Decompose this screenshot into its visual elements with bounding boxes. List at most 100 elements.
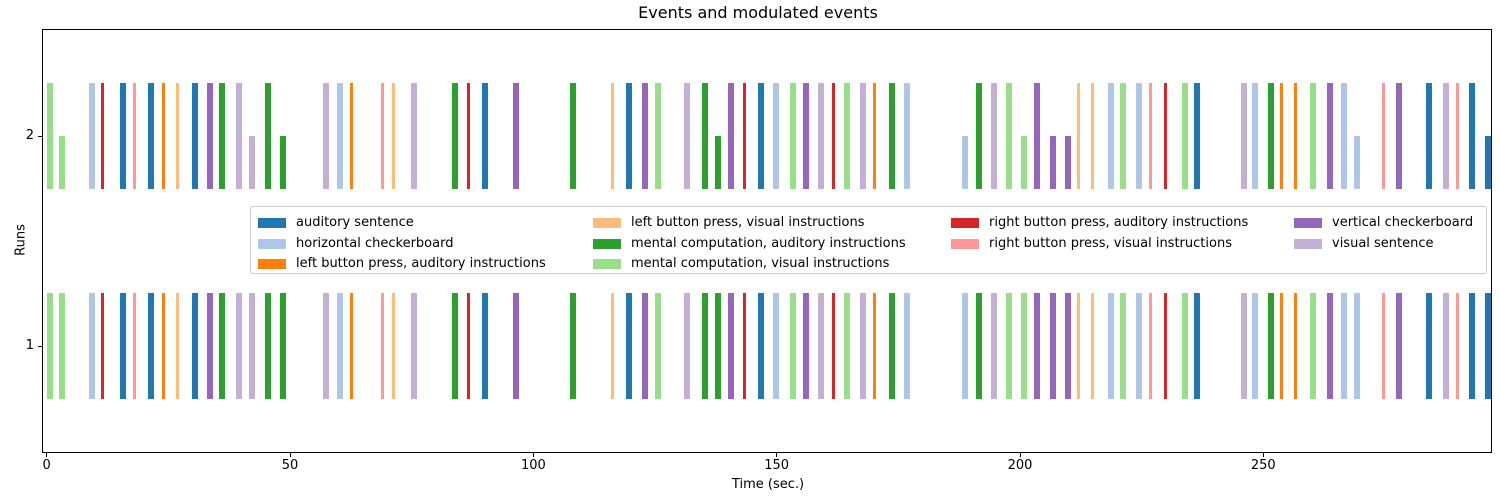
event-bar <box>818 293 824 399</box>
event-bar <box>773 83 780 189</box>
event-bar <box>322 293 329 399</box>
event-bar <box>1425 293 1432 399</box>
event-bar <box>1050 293 1057 399</box>
event-bar <box>1065 293 1072 399</box>
event-bar <box>349 293 353 399</box>
event-bar <box>684 83 691 189</box>
event-bar <box>832 293 836 399</box>
x-tick-label: 0 <box>42 458 51 473</box>
event-bar <box>1120 83 1127 189</box>
event-bar <box>1034 293 1041 399</box>
event-bar <box>451 83 458 189</box>
event-bar <box>249 136 256 189</box>
event-bar <box>1396 293 1403 399</box>
event-bar <box>1182 293 1189 399</box>
event-bar <box>889 83 896 189</box>
legend-swatch-mcv <box>593 259 621 269</box>
event-bar <box>976 83 983 189</box>
event-bar <box>1091 83 1095 189</box>
event-bar <box>701 83 708 189</box>
event-bar <box>1268 293 1275 399</box>
event-bar <box>1077 83 1081 189</box>
event-bar <box>336 83 343 189</box>
event-bar <box>1034 83 1041 189</box>
event-bar <box>859 293 866 399</box>
y-tick-label: 1 <box>25 338 34 353</box>
y-tick-mark <box>38 345 42 347</box>
event-bar <box>1164 293 1167 399</box>
event-bar <box>161 293 165 399</box>
event-bar <box>481 293 488 399</box>
event-bar <box>1050 136 1057 189</box>
legend-swatch-rba <box>951 218 979 228</box>
x-tick-mark <box>289 453 291 457</box>
event-bar <box>410 293 417 399</box>
event-bar <box>336 293 343 399</box>
legend-label-lba: left button press, auditory instructions <box>296 256 546 271</box>
event-bar <box>133 83 137 189</box>
event-bar <box>832 83 836 189</box>
event-bar <box>1353 136 1360 189</box>
event-bar <box>1149 293 1152 399</box>
event-bar <box>1382 83 1386 189</box>
event-bar <box>391 83 395 189</box>
event-bar <box>641 293 648 399</box>
event-bar <box>148 83 155 189</box>
event-bar <box>714 293 721 399</box>
event-bar <box>466 83 470 189</box>
event-bar <box>1005 83 1012 189</box>
event-bar <box>1456 293 1459 399</box>
legend-label-mcv: mental computation, visual instructions <box>631 256 890 271</box>
event-bar <box>742 293 746 399</box>
event-bar <box>410 83 417 189</box>
event-bar <box>192 293 199 399</box>
event-bar <box>904 293 911 399</box>
legend-swatch-hcb <box>258 238 286 249</box>
event-bar <box>684 293 691 399</box>
event-bar <box>175 83 179 189</box>
x-tick-mark <box>532 453 534 457</box>
event-bar <box>625 293 632 399</box>
event-bar <box>789 293 796 399</box>
event-bar <box>1120 293 1127 399</box>
legend-swatch-aud <box>258 218 286 228</box>
event-bar <box>89 83 95 189</box>
event-bar <box>991 293 998 399</box>
event-bar <box>235 83 242 189</box>
event-bar <box>655 83 661 189</box>
event-bar <box>512 83 519 189</box>
event-bar <box>1327 83 1334 189</box>
event-bar <box>381 83 384 189</box>
event-bar <box>728 293 734 399</box>
event-bar <box>844 83 851 189</box>
event-bar <box>133 293 137 399</box>
event-bar <box>610 293 614 399</box>
event-bar <box>1182 83 1189 189</box>
x-tick-label: 100 <box>520 458 546 473</box>
event-bar <box>481 83 488 189</box>
y-tick-mark <box>38 135 42 137</box>
event-bar <box>235 293 242 399</box>
event-bar <box>466 293 470 399</box>
event-bar <box>714 136 721 189</box>
event-bar <box>207 293 214 399</box>
event-bar <box>175 293 179 399</box>
y-tick-label: 2 <box>25 128 34 143</box>
event-bar <box>1279 83 1283 189</box>
x-tick-mark <box>46 453 48 457</box>
event-bar <box>219 83 225 189</box>
event-bar <box>1091 293 1095 399</box>
event-bar <box>789 83 796 189</box>
event-bar <box>904 83 911 189</box>
event-bar <box>1294 83 1297 189</box>
event-bar <box>1382 293 1386 399</box>
event-bar <box>249 293 256 399</box>
chart-title: Events and modulated events <box>638 3 878 22</box>
event-bar <box>1240 83 1247 189</box>
legend-label-hcb: horizontal checkerboard <box>296 235 454 251</box>
x-tick-mark <box>1262 453 1264 457</box>
legend-swatch-mca <box>593 238 621 249</box>
event-bar <box>1341 293 1348 399</box>
event-bar <box>1279 293 1283 399</box>
legend-label-vcb: vertical checkerboard <box>1332 215 1474 230</box>
